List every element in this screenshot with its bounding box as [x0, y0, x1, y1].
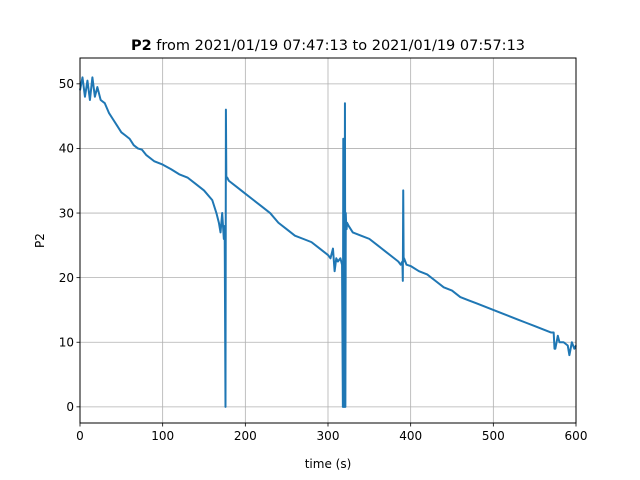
y-axis-label: P2 [33, 233, 47, 248]
x-tick-label: 300 [317, 429, 340, 443]
grid-y [80, 83, 576, 408]
y-tick-label: 0 [66, 400, 74, 414]
x-axis-label: time (s) [305, 457, 352, 471]
x-ticks: 0 100 200 300 400 500 600 [76, 423, 587, 443]
y-tick-label: 10 [59, 336, 74, 350]
title-rest: from 2021/01/19 07:47:13 to 2021/01/19 0… [152, 38, 525, 54]
y-tick-label: 40 [59, 142, 74, 156]
x-tick-label: 400 [399, 429, 422, 443]
chart-title: P2 from 2021/01/19 07:47:13 to 2021/01/1… [131, 38, 525, 54]
x-tick-label: 600 [565, 429, 588, 443]
y-ticks: 0 10 20 30 40 50 [59, 77, 80, 414]
series-layer [79, 76, 577, 408]
y-tick-label: 20 [59, 271, 74, 285]
y-tick-label: 30 [59, 206, 74, 220]
title-bold: P2 [131, 38, 152, 54]
y-tick-label: 50 [59, 77, 74, 91]
x-tick-label: 100 [151, 429, 174, 443]
x-tick-label: 500 [482, 429, 505, 443]
x-tick-label: 200 [234, 429, 257, 443]
series-line [79, 76, 577, 408]
x-tick-label: 0 [76, 429, 84, 443]
